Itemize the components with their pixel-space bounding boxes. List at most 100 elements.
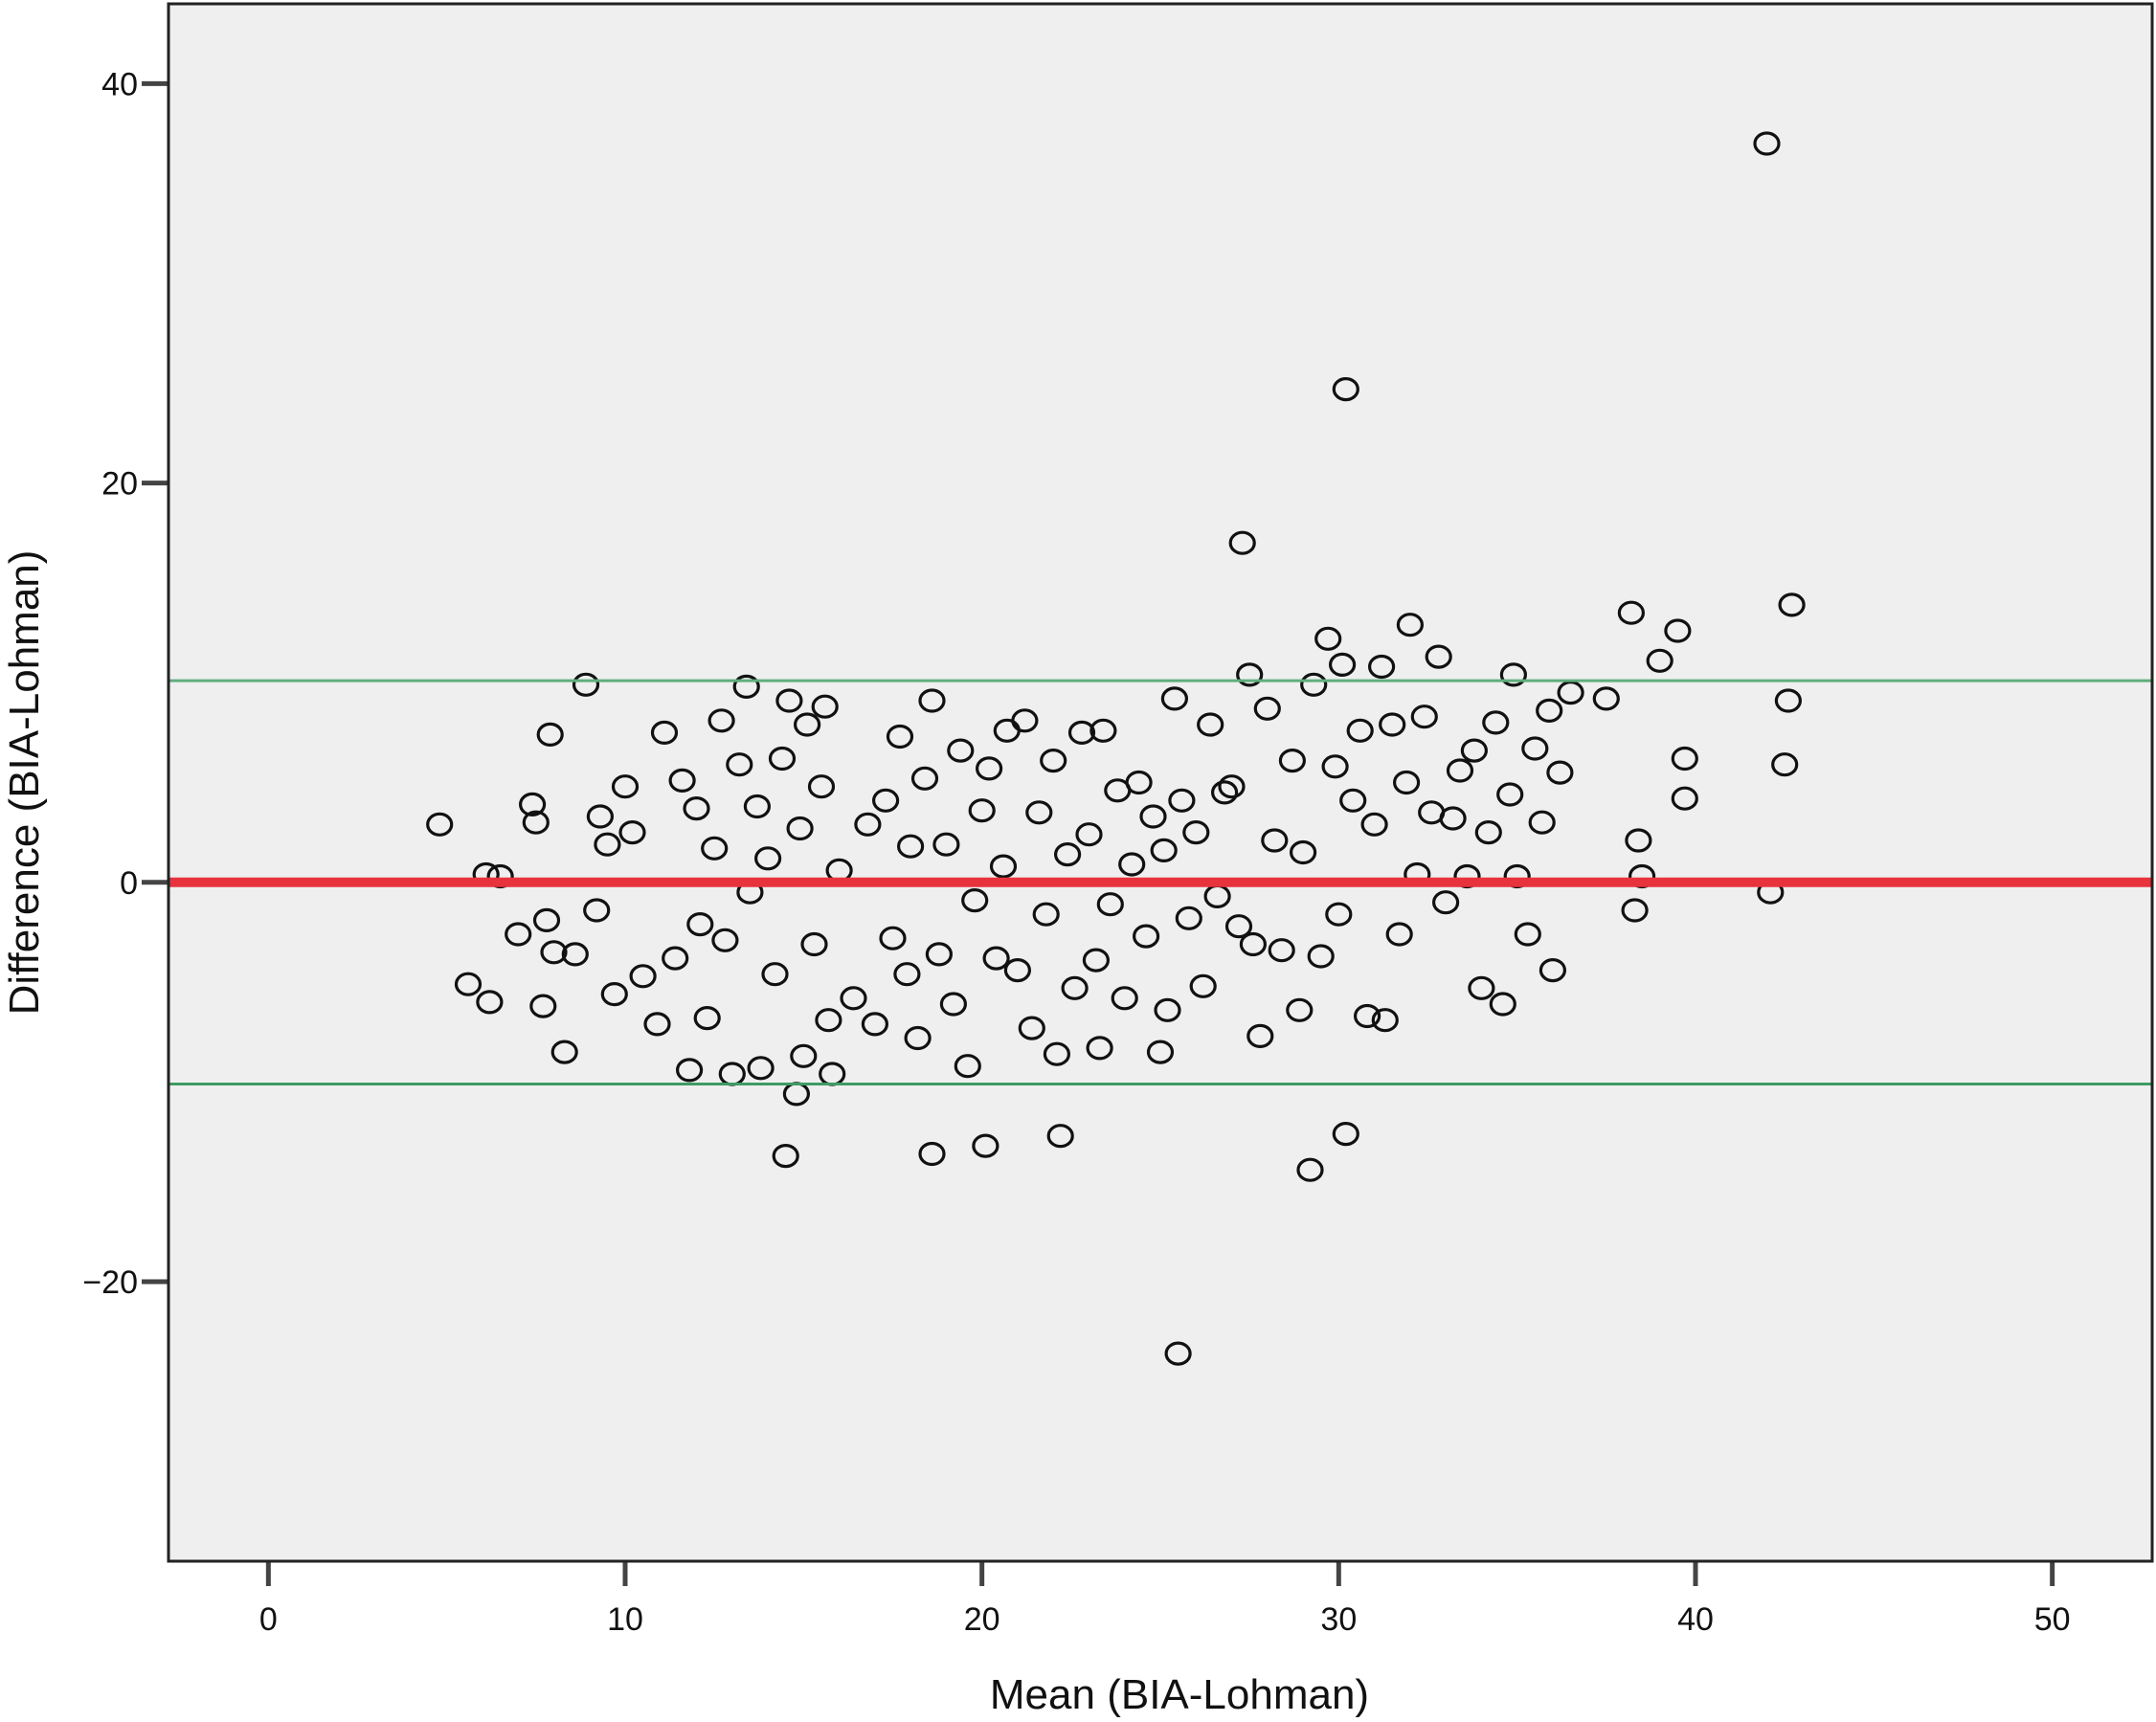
data-point xyxy=(1482,710,1510,735)
data-point xyxy=(918,1141,946,1167)
data-point xyxy=(1296,1157,1324,1182)
data-point xyxy=(1125,770,1153,795)
data-point xyxy=(1061,975,1089,1000)
data-point xyxy=(662,946,689,971)
data-point xyxy=(800,931,828,957)
data-point xyxy=(1325,902,1353,927)
data-point xyxy=(536,722,564,748)
data-point xyxy=(747,1056,775,1081)
data-point xyxy=(954,1054,981,1079)
data-point xyxy=(975,756,1003,781)
y-tick-label: −20 xyxy=(82,1264,138,1301)
data-point xyxy=(732,674,760,700)
data-point xyxy=(1236,662,1264,687)
data-point xyxy=(1379,712,1406,737)
y-tick-label: 0 xyxy=(120,865,138,902)
data-point xyxy=(668,768,696,794)
data-point xyxy=(1346,718,1374,743)
data-point xyxy=(1499,662,1528,687)
data-point xyxy=(1111,986,1138,1011)
data-point xyxy=(1321,754,1349,779)
data-point xyxy=(1261,828,1289,853)
y-tick-label: 40 xyxy=(101,66,138,102)
data-point xyxy=(1239,931,1268,957)
data-point xyxy=(1082,948,1111,973)
data-point xyxy=(1339,788,1367,813)
data-point xyxy=(768,746,797,772)
data-point xyxy=(1032,902,1060,927)
data-point xyxy=(583,898,611,923)
x-tick-label: 30 xyxy=(1320,1601,1357,1638)
data-point xyxy=(1025,800,1053,825)
data-point xyxy=(1003,957,1032,983)
data-point xyxy=(815,1008,842,1033)
data-point xyxy=(1774,688,1803,713)
data-point xyxy=(1018,1016,1045,1040)
data-point xyxy=(693,1005,721,1031)
data-point xyxy=(968,798,996,823)
data-point xyxy=(1067,720,1096,746)
data-point xyxy=(989,854,1018,879)
x-tick-label: 20 xyxy=(964,1601,1000,1638)
data-point xyxy=(918,688,946,713)
data-point xyxy=(1367,654,1396,680)
data-point xyxy=(594,832,621,857)
data-point xyxy=(1328,652,1357,678)
data-point xyxy=(686,911,714,937)
plot-frame xyxy=(167,2,2154,1563)
data-point xyxy=(476,990,504,1015)
x-axis-title: Mean (BIA-Lohman) xyxy=(990,1671,1369,1718)
data-point xyxy=(611,774,640,799)
data-point xyxy=(726,752,753,777)
data-point xyxy=(1528,810,1556,835)
data-point xyxy=(1218,774,1246,799)
data-point xyxy=(840,986,867,1011)
data-point xyxy=(1046,1124,1074,1149)
data-point xyxy=(1385,922,1413,947)
data-point xyxy=(893,962,921,987)
data-point xyxy=(807,774,836,799)
data-point xyxy=(1546,760,1574,785)
data-point xyxy=(1664,618,1692,643)
data-point xyxy=(540,940,568,965)
data-point xyxy=(1410,704,1438,729)
data-point xyxy=(1160,686,1189,711)
data-point xyxy=(572,672,600,697)
data-point xyxy=(600,981,628,1007)
data-point xyxy=(650,720,679,746)
data-points xyxy=(426,131,1806,1366)
data-point xyxy=(1132,924,1160,949)
data-point xyxy=(743,794,772,819)
data-point xyxy=(1460,738,1489,763)
data-point xyxy=(1496,782,1524,807)
data-point xyxy=(1139,804,1167,829)
data-point xyxy=(1671,746,1698,772)
data-point xyxy=(1468,975,1495,1000)
data-point xyxy=(1011,708,1039,733)
data-point xyxy=(1617,600,1646,625)
data-point xyxy=(939,992,968,1017)
data-point xyxy=(1224,914,1253,939)
data-point xyxy=(1753,131,1781,156)
data-point xyxy=(1392,770,1421,795)
x-tick-label: 10 xyxy=(607,1601,643,1638)
data-point xyxy=(1040,748,1067,773)
data-point xyxy=(675,1058,704,1083)
data-point xyxy=(518,792,547,817)
data-point xyxy=(1228,530,1256,555)
data-point xyxy=(1625,828,1652,853)
data-point xyxy=(1189,973,1217,998)
data-point xyxy=(529,994,557,1018)
data-point xyxy=(1168,788,1196,813)
data-point xyxy=(1150,838,1178,863)
data-point xyxy=(522,810,550,835)
data-point xyxy=(1164,1341,1192,1366)
data-point xyxy=(1778,593,1806,617)
data-point xyxy=(1286,997,1314,1022)
data-point xyxy=(1089,718,1117,743)
x-tick-label: 50 xyxy=(2034,1601,2071,1638)
data-point xyxy=(961,887,989,913)
data-point xyxy=(1353,1003,1381,1029)
data-point xyxy=(854,812,882,837)
data-point xyxy=(1592,686,1620,711)
